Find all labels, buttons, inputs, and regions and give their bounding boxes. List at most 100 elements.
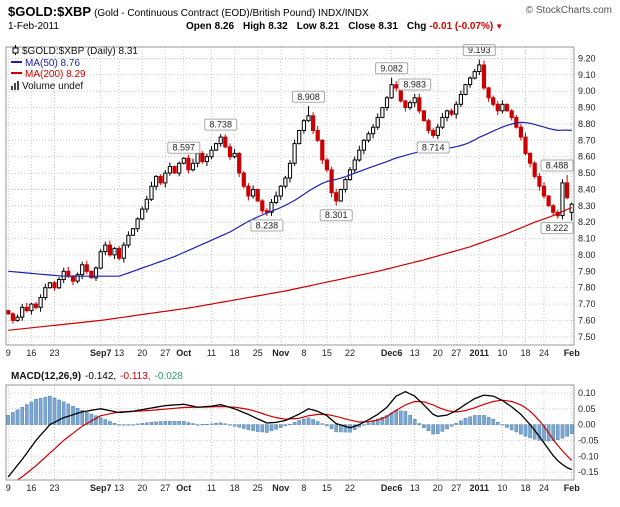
svg-text:Feb: Feb [564, 348, 581, 358]
legend-ma50-label: MA(50) 8.76 [25, 57, 81, 69]
svg-text:9.20: 9.20 [578, 54, 596, 64]
close-value: 8.31 [378, 21, 398, 32]
svg-text:Oct: Oct [176, 348, 191, 358]
svg-text:7.60: 7.60 [578, 315, 596, 325]
macd-signal-value: -0.113, [120, 371, 151, 382]
svg-text:16: 16 [26, 348, 36, 358]
macd-legend: MACD(12,26,9) -0.142, -0.113, -0.028 [11, 371, 183, 382]
quote-line: 1-Feb-2011 Open 8.26 High 8.32 Low 8.21 Close 8.… [8, 21, 614, 32]
svg-text:20: 20 [433, 483, 443, 493]
svg-text:Dec6: Dec6 [381, 348, 403, 358]
svg-text:-0.15: -0.15 [578, 467, 599, 477]
svg-text:8: 8 [301, 348, 306, 358]
copyright-link[interactable]: © StockCharts.com [525, 5, 612, 16]
svg-text:7.90: 7.90 [578, 266, 596, 276]
volume-bars-icon [11, 80, 19, 90]
svg-text:13: 13 [410, 483, 420, 493]
svg-text:Feb: Feb [564, 483, 581, 493]
macd-hist-value: -0.028 [154, 371, 183, 382]
svg-text:9: 9 [6, 483, 11, 493]
svg-text:8.10: 8.10 [578, 234, 596, 244]
svg-text:18: 18 [230, 348, 240, 358]
svg-text:Sep7: Sep7 [90, 483, 112, 493]
svg-text:8.738: 8.738 [209, 120, 232, 130]
svg-text:0.10: 0.10 [578, 388, 596, 398]
macd-line [7, 390, 572, 478]
legend-ma200-label: MA(200) 8.29 [25, 69, 86, 80]
svg-text:8.714: 8.714 [422, 143, 445, 153]
svg-text:8.301: 8.301 [325, 210, 348, 220]
svg-text:8: 8 [301, 483, 306, 493]
ma200-line [8, 206, 572, 331]
svg-text:24: 24 [539, 483, 549, 493]
svg-text:8.597: 8.597 [173, 143, 196, 153]
svg-text:22: 22 [345, 348, 355, 358]
chg-label: Chg [406, 21, 427, 32]
svg-text:Nov: Nov [272, 483, 289, 493]
svg-text:9.10: 9.10 [578, 70, 596, 80]
svg-text:15: 15 [322, 348, 332, 358]
svg-text:18: 18 [520, 483, 530, 493]
open-label: Open [186, 21, 212, 32]
svg-text:11: 11 [207, 348, 216, 358]
svg-text:-0.10: -0.10 [578, 451, 599, 461]
svg-text:8.20: 8.20 [578, 217, 596, 227]
svg-text:16: 16 [26, 483, 36, 493]
svg-text:Sep7: Sep7 [90, 348, 112, 358]
svg-text:20: 20 [137, 348, 147, 358]
svg-text:8.30: 8.30 [578, 201, 596, 211]
ma50-line-icon [11, 60, 22, 63]
legend-volume-label: Volume undef [22, 80, 84, 92]
chg-value: -0.01 (-0.07%) [429, 21, 494, 32]
svg-text:10: 10 [497, 483, 507, 493]
price-panel-border [5, 46, 575, 346]
macd-x-axis-labels: 9 16 23 Sep7 13 20 27 Oct 11 18 25 Nov 8 15 22 Dec6 13 20… [6, 483, 580, 493]
svg-text:27: 27 [451, 483, 461, 493]
down-triangle-icon: ▼ [495, 22, 504, 31]
svg-text:15: 15 [322, 483, 332, 493]
symbol-title: $GOLD:$XBP [8, 4, 92, 19]
svg-text:8.00: 8.00 [578, 250, 596, 260]
svg-text:8.50: 8.50 [578, 168, 596, 178]
legend-symbol-label: $GOLD:$XBP (Daily) 8.31 [22, 46, 138, 57]
svg-text:8.60: 8.60 [578, 152, 596, 162]
svg-text:-0.05: -0.05 [578, 435, 599, 445]
svg-text:8.90: 8.90 [578, 103, 596, 113]
svg-text:11: 11 [207, 483, 216, 493]
macd-signal-line [16, 399, 573, 480]
low-value: 8.21 [319, 21, 340, 32]
price-legend: $GOLD:$XBP (Daily) 8.31 MA(50) 8.76 MA(2… [11, 45, 138, 92]
svg-text:2011: 2011 [470, 483, 490, 493]
svg-text:25: 25 [253, 483, 263, 493]
svg-text:9.00: 9.00 [578, 86, 596, 96]
legend-row-volume: Volume undef [11, 80, 138, 93]
svg-text:7.50: 7.50 [578, 332, 596, 342]
high-label: High [243, 21, 266, 32]
macd-y-axis-labels: 0.10 0.05 0.00 -0.05 -0.10 -0.15 [578, 388, 599, 477]
low-label: Low [296, 21, 317, 32]
svg-text:8.70: 8.70 [578, 135, 596, 145]
chart-canvas: 9.20 9.10 9.00 8.90 8.80 8.70 8.60 8.50 8.40 8.30… [5, 44, 599, 493]
svg-text:18: 18 [230, 483, 240, 493]
svg-text:Oct: Oct [176, 483, 191, 493]
ma200-line-icon [11, 72, 22, 74]
svg-text:20: 20 [433, 348, 443, 358]
svg-text:Nov: Nov [272, 348, 289, 358]
svg-text:0.00: 0.00 [578, 420, 596, 430]
svg-text:9.082: 9.082 [380, 63, 403, 73]
svg-text:8.80: 8.80 [578, 119, 596, 129]
svg-text:24: 24 [539, 348, 549, 358]
svg-text:27: 27 [160, 483, 170, 493]
svg-text:8.222: 8.222 [546, 223, 569, 233]
close-label: Close [348, 21, 376, 32]
svg-text:8.488: 8.488 [546, 161, 569, 171]
svg-text:27: 27 [160, 348, 170, 358]
macd-histogram [6, 395, 574, 442]
chart-header: $GOLD:$XBP (Gold - Continuous Contract (E… [8, 3, 614, 20]
macd-panel-border [5, 384, 575, 481]
svg-text:13: 13 [410, 348, 420, 358]
svg-text:23: 23 [49, 348, 59, 358]
svg-text:23: 23 [49, 483, 59, 493]
